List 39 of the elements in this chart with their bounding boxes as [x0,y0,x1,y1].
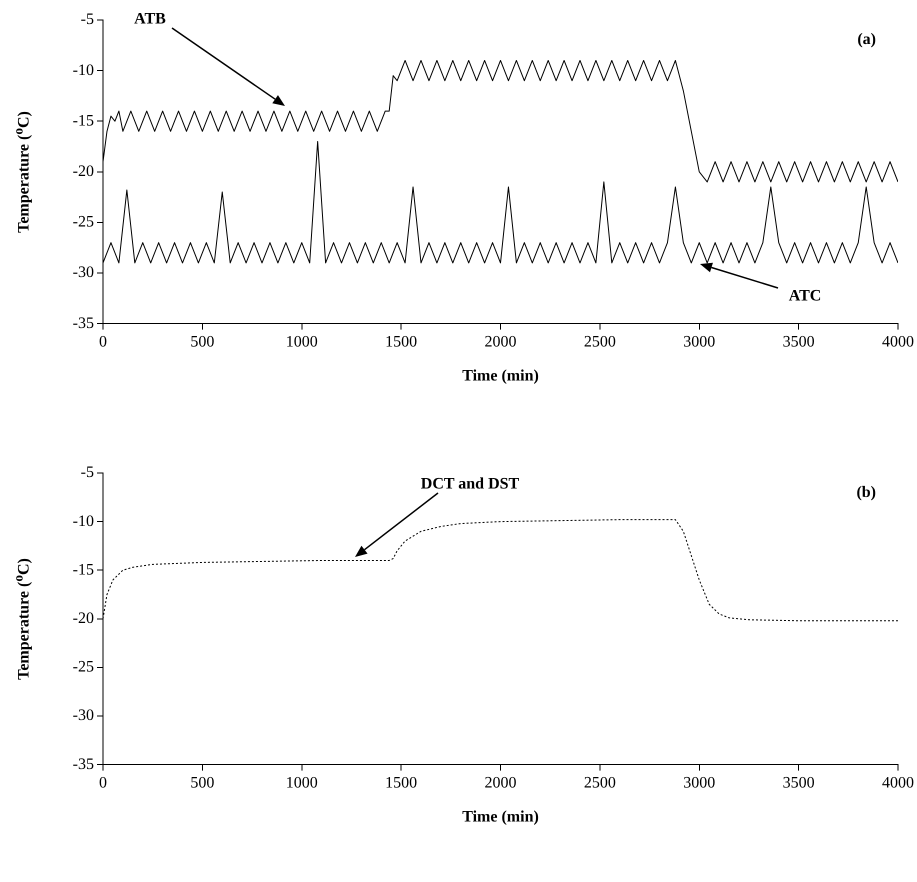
x-tick-label: 1000 [286,774,318,792]
annotation: ATB [134,10,166,28]
y-tick-label: -20 [72,610,94,628]
annotation: (b) [856,484,876,501]
y-tick-label: -15 [72,561,94,578]
y-tick-label: -20 [72,163,94,180]
y-tick-label: -25 [72,658,94,676]
x-tick-label: 1000 [286,333,318,350]
y-tick-label: -10 [72,62,94,79]
y-tick-label: -30 [72,264,94,282]
annotation: DCT and DST [420,476,520,493]
x-tick-label: 3000 [683,774,716,792]
x-tick-label: 2500 [584,333,616,350]
y-tick-label: -15 [72,112,94,130]
x-tick-label: 0 [99,774,107,792]
x-tick-label: 500 [190,333,214,350]
x-tick-label: 1500 [385,333,418,350]
x-axis-title: Time (min) [462,368,539,385]
x-axis-title: Time (min) [462,808,539,826]
x-tick-label: 1500 [385,774,418,792]
x-tick-label: 4000 [882,774,914,792]
annotation: ATC [788,288,822,305]
x-tick-label: 4000 [882,333,914,350]
x-tick-label: 3500 [782,333,815,350]
x-tick-label: 3000 [683,333,716,350]
y-tick-label: -5 [80,464,94,482]
x-tick-label: 2500 [584,774,616,792]
x-tick-label: 2000 [484,774,516,792]
x-tick-label: 500 [190,774,214,792]
x-tick-label: 2000 [484,333,516,350]
y-tick-label: -25 [72,214,94,231]
y-tick-label: -35 [72,756,94,773]
y-tick-label: -10 [72,512,94,530]
y-tick-label: -5 [80,11,94,28]
y-tick-label: -30 [72,707,94,724]
annotation: (a) [857,31,876,48]
x-tick-label: 3500 [782,774,815,792]
y-tick-label: -35 [72,314,94,332]
x-tick-label: 0 [99,333,107,350]
